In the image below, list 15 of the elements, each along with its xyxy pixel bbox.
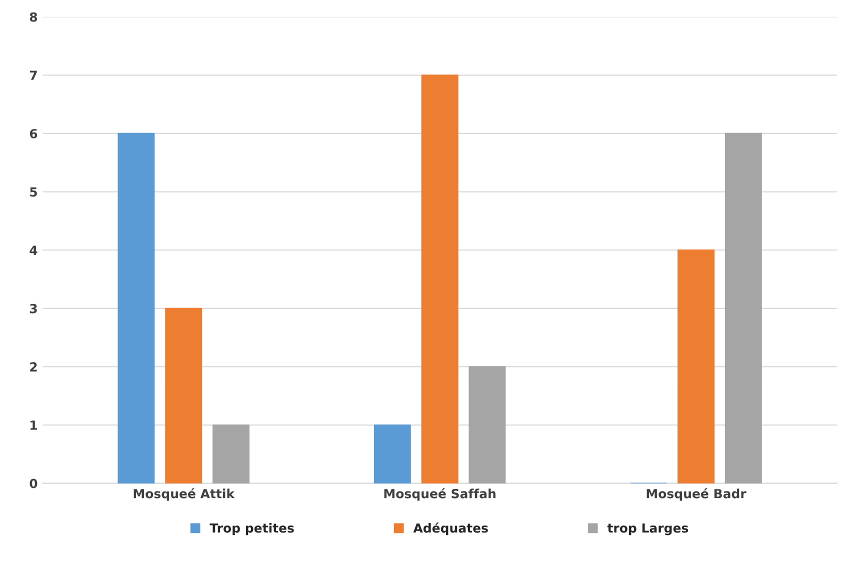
y-tick-label: 5 bbox=[30, 187, 37, 197]
y-tick-label: 0 bbox=[30, 478, 38, 488]
y-tick-label: 7 bbox=[30, 70, 37, 80]
legend-label: Adéquates bbox=[413, 522, 488, 536]
legend-label: trop Larges bbox=[607, 523, 688, 536]
y-tick-label: 4 bbox=[30, 246, 38, 255]
y-tick-label: 6 bbox=[30, 128, 38, 138]
y-tick-label: 8 bbox=[30, 12, 38, 22]
x-tick-label: Mosqueé Attik bbox=[134, 488, 235, 501]
x-tick-label: Mosqueé Saffah bbox=[384, 488, 496, 501]
y-tick-label: 2 bbox=[30, 362, 37, 372]
legend-label: Trop petites bbox=[210, 523, 294, 536]
y-tick-label: 1 bbox=[30, 420, 37, 430]
y-tick-label: 3 bbox=[30, 304, 37, 314]
x-tick-label: Mosqueé Badr bbox=[646, 488, 746, 501]
